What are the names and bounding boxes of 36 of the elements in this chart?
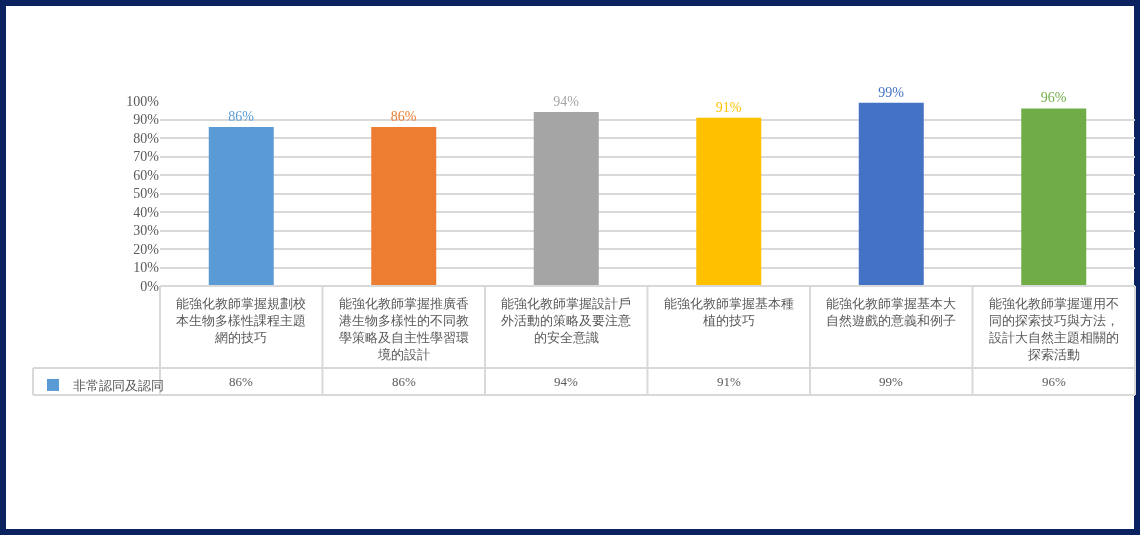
x-tick-label: 能強化教師掌握規劃校本生物多樣性課程主題網的技巧	[176, 296, 307, 345]
y-tick-label: 90%	[133, 112, 160, 128]
text: 86%	[390, 108, 417, 124]
x-tick-label: 能強化教師掌握運用不同的探索技巧與方法，設計大自然主題相關的探索活動	[988, 296, 1119, 362]
bar	[371, 126, 437, 286]
x-tick-label: 能強化教師掌握設計戶外活動的策略及要注意的安全意識	[501, 296, 632, 345]
bar	[858, 102, 924, 286]
bar	[208, 126, 274, 286]
y-tick-label: 70%	[133, 149, 160, 165]
legend-label: 非常認同及認同	[73, 378, 164, 394]
y-tick-label: 100%	[126, 93, 160, 109]
x-tick-label: 能強化教師掌握基本種植的技巧	[663, 296, 794, 328]
x-tick-label: 能強化教師掌握推廣香港生物多樣性的不同教學策略及自主性學習環境的設計	[338, 296, 469, 362]
data-label: 96%	[1042, 374, 1066, 389]
text: 94%	[553, 94, 579, 110]
y-tick-label: 50%	[133, 186, 160, 202]
text: 99%	[878, 84, 904, 100]
data-label: 91%	[717, 374, 741, 389]
y-tick-label: 0%	[140, 278, 160, 294]
y-tick-label: 80%	[133, 130, 160, 146]
bar	[696, 117, 762, 286]
x-tick-label: 能強化教師掌握基本大自然遊戲的意義和例子	[826, 296, 957, 328]
data-label: 99%	[879, 374, 903, 389]
data-label: 86%	[229, 374, 253, 389]
bar	[1021, 108, 1087, 286]
y-tick-label: 20%	[133, 241, 160, 257]
text: 91%	[715, 99, 742, 115]
bar	[533, 112, 599, 286]
data-label: 86%	[392, 374, 416, 389]
y-tick-label: 60%	[133, 167, 160, 183]
y-tick-label: 10%	[133, 260, 160, 276]
y-tick-label: 40%	[133, 204, 160, 220]
text: 96%	[1040, 90, 1067, 106]
y-tick-label: 30%	[133, 223, 160, 239]
data-label: 94%	[554, 374, 578, 389]
text: 86%	[228, 108, 254, 124]
